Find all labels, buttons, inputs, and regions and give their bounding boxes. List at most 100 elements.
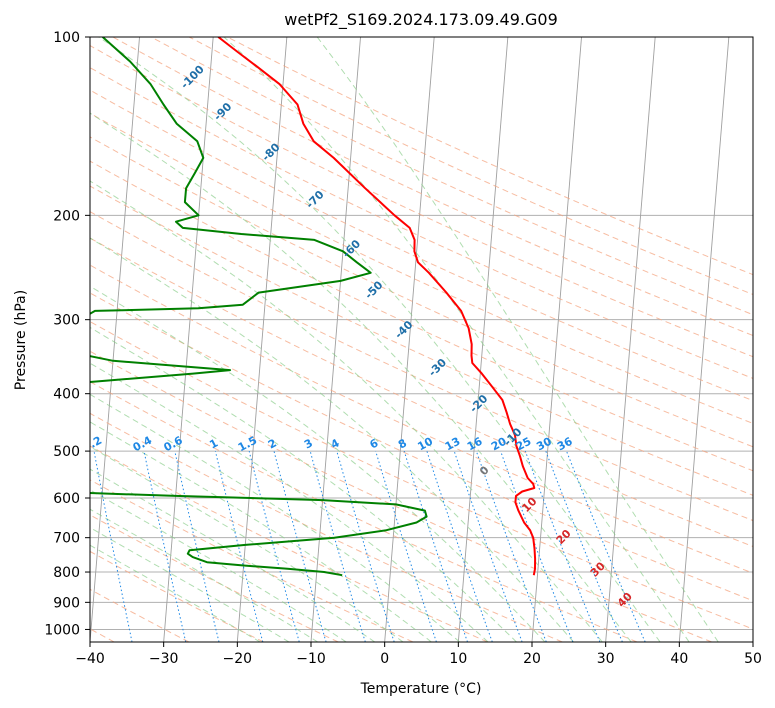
x-tick-label: 50 xyxy=(744,651,762,667)
dry-adiabat-line xyxy=(90,412,563,642)
x-tick-label: −30 xyxy=(149,651,179,667)
mixing-ratio-line xyxy=(566,450,646,642)
isotherm-line xyxy=(531,37,582,642)
dry-adiabat-line xyxy=(90,321,753,630)
moist-adiabat-line xyxy=(98,37,661,642)
dry-adiabat-line xyxy=(90,550,264,642)
grid-layer xyxy=(90,37,753,642)
mixing-ratio-line xyxy=(93,451,133,642)
theta-e-label: 20 xyxy=(554,527,574,547)
wet-bulb-label: -90 xyxy=(211,100,234,123)
dry-adiabat-line xyxy=(90,514,339,642)
moist-adiabat-line xyxy=(90,544,261,642)
mixing-ratio-line xyxy=(453,450,523,642)
moist-adiabat-line xyxy=(90,362,489,642)
mixing-ratio-label: 20 xyxy=(489,435,509,454)
theta-e-label: 0 xyxy=(477,463,492,478)
mixing-ratio-label: 25 xyxy=(514,435,534,454)
y-tick-label: 700 xyxy=(53,531,80,547)
mixing-ratio-label: 10 xyxy=(415,435,435,454)
mixing-ratio-label: 30 xyxy=(534,435,554,454)
x-tick-label: −10 xyxy=(296,651,326,667)
y-tick-label: 200 xyxy=(53,208,80,224)
dry-adiabat-line xyxy=(90,479,414,642)
theta-e-label: 30 xyxy=(588,559,608,579)
moist-adiabat-line xyxy=(90,112,632,642)
dry-adiabat-line xyxy=(90,185,753,496)
dry-adiabat-line xyxy=(90,89,753,402)
temperature-profile-line xyxy=(217,37,537,576)
dry-adiabat-line xyxy=(90,264,753,574)
dry-adiabat-line xyxy=(90,45,753,358)
profiles-layer xyxy=(90,37,537,577)
mixing-ratio-line xyxy=(403,450,468,642)
x-tick-label: 20 xyxy=(523,651,541,667)
dewpoint-profile-line xyxy=(90,37,428,577)
dry-adiabat-line xyxy=(188,37,753,296)
mixing-ratio-line xyxy=(248,450,300,642)
wet-bulb-label: -30 xyxy=(426,356,449,379)
isotherm-line xyxy=(384,37,435,642)
moist-adiabat-line xyxy=(90,489,347,642)
mixing-ratio-label: 4 xyxy=(329,436,342,451)
isotherm-line xyxy=(678,37,730,642)
y-tick-label: 500 xyxy=(53,444,80,460)
mixing-ratio-line xyxy=(475,450,547,642)
mixing-ratio-line xyxy=(174,450,220,642)
isotherm-line xyxy=(605,37,656,642)
x-tick-label: 0 xyxy=(380,651,389,667)
x-tick-label: 10 xyxy=(449,651,467,667)
mixing-ratio-line xyxy=(375,450,437,642)
dry-adiabat-line xyxy=(90,67,753,379)
moist-adiabat-line xyxy=(90,326,517,642)
wet-bulb-label: -40 xyxy=(392,318,415,341)
y-tick-label: 1000 xyxy=(44,622,80,638)
x-axis-label: Temperature (°C) xyxy=(360,681,482,697)
moist-adiabat-line xyxy=(316,37,719,642)
x-tick-label: −20 xyxy=(223,651,253,667)
x-axis-ticks: −40 −30 −20 −10 0 10 20 30 40 50 xyxy=(75,642,762,667)
y-axis-label: Pressure (hPa) xyxy=(13,290,29,390)
dry-adiabat-line xyxy=(90,211,753,522)
y-tick-label: 300 xyxy=(53,313,80,329)
dry-adiabat-line xyxy=(90,237,753,548)
dry-adiabat-line xyxy=(90,160,753,472)
x-tick-label: −40 xyxy=(75,651,105,667)
moist-adiabat-line xyxy=(90,285,546,642)
dry-adiabat-line xyxy=(90,112,753,424)
x-tick-label: 30 xyxy=(597,651,615,667)
mixing-ratio-label: 13 xyxy=(443,435,463,454)
y-tick-label: 600 xyxy=(53,491,80,507)
chart-title: wetPf2_S169.2024.173.09.49.G09 xyxy=(284,10,558,30)
moist-adiabat-line xyxy=(223,37,690,642)
mixing-ratio-label: 1 xyxy=(207,436,220,451)
wet-bulb-label: -70 xyxy=(303,188,326,211)
mixing-ratio-line xyxy=(143,450,187,642)
dry-adiabat-line xyxy=(112,37,753,337)
plot-frame xyxy=(89,36,754,643)
dry-adiabat-line xyxy=(90,350,712,642)
wet-bulb-label: -20 xyxy=(467,392,490,415)
y-tick-label: 400 xyxy=(53,387,80,403)
isotherm-line xyxy=(236,37,288,642)
isotherm-line xyxy=(90,37,140,642)
mixing-ratio-line xyxy=(426,450,493,642)
mixing-ratio-line xyxy=(273,450,327,642)
mixing-ratio-line xyxy=(524,450,601,642)
isopleth-labels-layer: 0.1 0.2 0.4 0.6 1 1.5 2 3 4 6 8 10 13 16 20 25 30 36-100-… xyxy=(90,63,635,610)
mixing-ratio-line xyxy=(309,450,366,642)
moist-adiabat-line xyxy=(90,527,290,642)
theta-e-label: 40 xyxy=(615,590,635,610)
dry-adiabat-line xyxy=(90,445,488,642)
moist-adiabat-line xyxy=(90,508,319,642)
mixing-ratio-label: 6 xyxy=(368,436,381,451)
isotherm-line xyxy=(310,37,361,642)
wet-bulb-label: -50 xyxy=(362,278,385,301)
y-tick-label: 100 xyxy=(53,30,80,46)
isotherm-line xyxy=(457,37,509,642)
mixing-ratio-line xyxy=(214,450,264,642)
mixing-ratio-label: 16 xyxy=(465,435,485,454)
isotherm-line xyxy=(752,636,753,642)
